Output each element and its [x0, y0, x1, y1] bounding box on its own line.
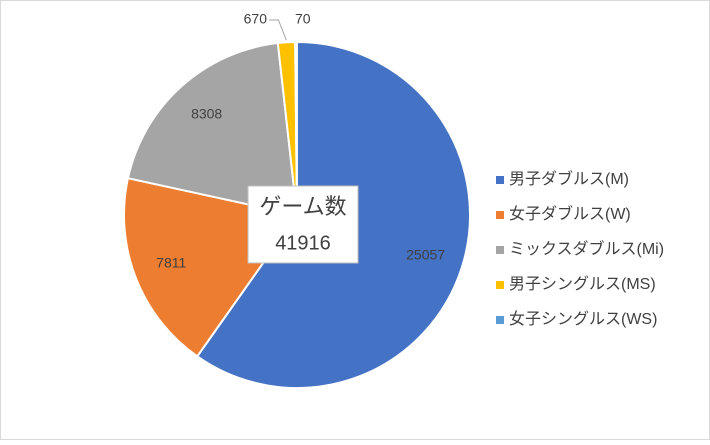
legend-label: 女子シングルス(WS)	[509, 309, 657, 328]
legend-swatch	[496, 316, 504, 324]
data-label: 7811	[156, 255, 186, 271]
leader-line	[269, 19, 287, 41]
legend: 男子ダブルス(M) 女子ダブルス(W) ミックスダブルス(Mi) 男子シングルス(MS…	[496, 169, 664, 328]
legend-swatch	[496, 281, 504, 289]
legend-label: 女子ダブルス(W)	[509, 204, 631, 223]
pie-slice	[126, 41, 299, 217]
data-label: 670	[244, 11, 268, 27]
legend-swatch	[496, 176, 504, 184]
center-title: ゲーム数	[259, 194, 346, 219]
legend-swatch	[496, 211, 504, 219]
center-box	[247, 185, 359, 264]
legend-label: ミックスダブルス(Mi)	[509, 239, 664, 258]
pie-slice	[294, 40, 298, 216]
data-label: 8308	[191, 105, 222, 121]
legend-label: 男子シングルス(MS)	[509, 275, 656, 293]
data-label: 25057	[406, 247, 445, 263]
legend-label: 男子ダブルス(M)	[509, 169, 629, 188]
data-label: 70	[295, 11, 311, 27]
legend-swatch	[496, 246, 504, 254]
center-value: 41916	[275, 232, 331, 254]
